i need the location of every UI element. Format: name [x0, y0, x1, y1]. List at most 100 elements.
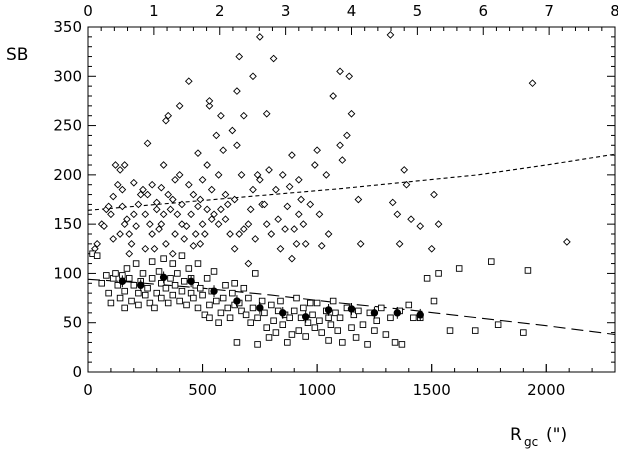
- diamond-point: [196, 240, 205, 248]
- square-point: [435, 270, 442, 277]
- diamond-point: [182, 222, 191, 230]
- upper-trend-line: [87, 153, 616, 211]
- square-point: [325, 337, 332, 344]
- diamond-point: [249, 185, 257, 194]
- diamond-point: [168, 195, 177, 204]
- diamond-point: [400, 166, 409, 174]
- square-point: [391, 339, 399, 346]
- diamond-point: [125, 230, 134, 238]
- diamond-point: [336, 67, 344, 76]
- square-point: [155, 268, 163, 275]
- square-point: [162, 284, 170, 292]
- mean-point: [347, 305, 356, 313]
- diamond-point: [274, 215, 283, 224]
- square-point: [132, 260, 140, 267]
- mean-point: [393, 309, 402, 317]
- diamond-point: [269, 54, 278, 63]
- square-point: [348, 324, 355, 331]
- square-point: [313, 299, 321, 307]
- diamond-point: [233, 87, 241, 95]
- diamond-point: [189, 190, 198, 199]
- square-point: [247, 319, 254, 326]
- square-point: [295, 327, 303, 334]
- diamond-point: [299, 220, 308, 228]
- square-point: [114, 282, 122, 289]
- square-point: [334, 327, 342, 334]
- square-point: [210, 268, 218, 275]
- diamond-point: [393, 210, 402, 219]
- square-point: [107, 299, 115, 307]
- diamond-point: [315, 210, 324, 219]
- square-point: [185, 265, 193, 272]
- diamond-point: [249, 72, 257, 81]
- y-tick-label: 100: [53, 264, 82, 282]
- square-point: [430, 297, 438, 305]
- square-point: [178, 252, 186, 259]
- x-axis-label-main: R: [510, 425, 522, 445]
- diamond-point: [276, 244, 285, 253]
- diamond-point: [262, 109, 271, 118]
- square-point: [265, 334, 273, 341]
- diamond-point: [127, 240, 136, 248]
- diamond-point: [336, 141, 344, 150]
- diamond-point: [324, 230, 333, 238]
- mean-point: [324, 306, 333, 314]
- diamond-point: [272, 185, 280, 194]
- x-tick-label: 1000: [298, 381, 336, 399]
- square-point: [151, 304, 158, 312]
- diamond-point: [430, 190, 438, 199]
- top-tick-label: 6: [478, 2, 488, 20]
- mean-point: [370, 309, 379, 317]
- diamond-point: [203, 161, 211, 169]
- square-point: [142, 291, 149, 299]
- diamond-point: [281, 225, 289, 233]
- square-point: [268, 301, 275, 309]
- diamond-point: [162, 116, 170, 125]
- diamond-point: [343, 131, 351, 140]
- square-point: [252, 270, 259, 277]
- diamond-point: [212, 131, 221, 140]
- y-tick-label: 150: [53, 215, 82, 233]
- square-point: [359, 321, 367, 328]
- diamond-point: [313, 146, 321, 155]
- diamond-point: [191, 230, 200, 238]
- diamond-point: [109, 192, 118, 201]
- diamond-point: [217, 205, 225, 214]
- diamond-point: [233, 141, 241, 150]
- x-axis-label-subscript: gc: [524, 435, 538, 449]
- diamond-point: [230, 195, 239, 204]
- top-tick-label: 0: [83, 2, 93, 20]
- square-point: [423, 275, 431, 282]
- axis-ticks: [87, 26, 616, 373]
- square-point: [206, 301, 213, 309]
- y-axis-label: SB: [6, 45, 28, 65]
- diamond-point: [239, 225, 248, 233]
- square-point: [249, 304, 257, 312]
- square-point: [146, 299, 154, 307]
- square-point: [387, 314, 394, 322]
- y-tick-label: 300: [53, 67, 82, 85]
- diamond-point: [317, 241, 326, 250]
- square-point: [371, 327, 378, 334]
- diamond-point: [288, 254, 296, 263]
- diamond-point: [129, 210, 138, 219]
- square-point: [121, 304, 128, 312]
- diamond-point: [285, 182, 294, 191]
- square-point: [471, 327, 479, 334]
- diamond-point: [180, 235, 189, 243]
- diamond-point: [175, 171, 184, 179]
- diamond-point: [93, 240, 102, 248]
- square-point: [130, 282, 138, 289]
- square-point: [176, 297, 183, 305]
- diamond-point: [139, 185, 147, 194]
- diamond-point: [226, 230, 234, 238]
- square-point: [226, 314, 234, 322]
- square-point: [197, 284, 204, 292]
- square-point: [222, 282, 229, 289]
- diamond-point: [111, 161, 120, 169]
- diamond-point: [239, 111, 248, 120]
- diamond-point: [100, 222, 108, 230]
- square-point: [169, 291, 177, 299]
- square-point: [307, 299, 314, 307]
